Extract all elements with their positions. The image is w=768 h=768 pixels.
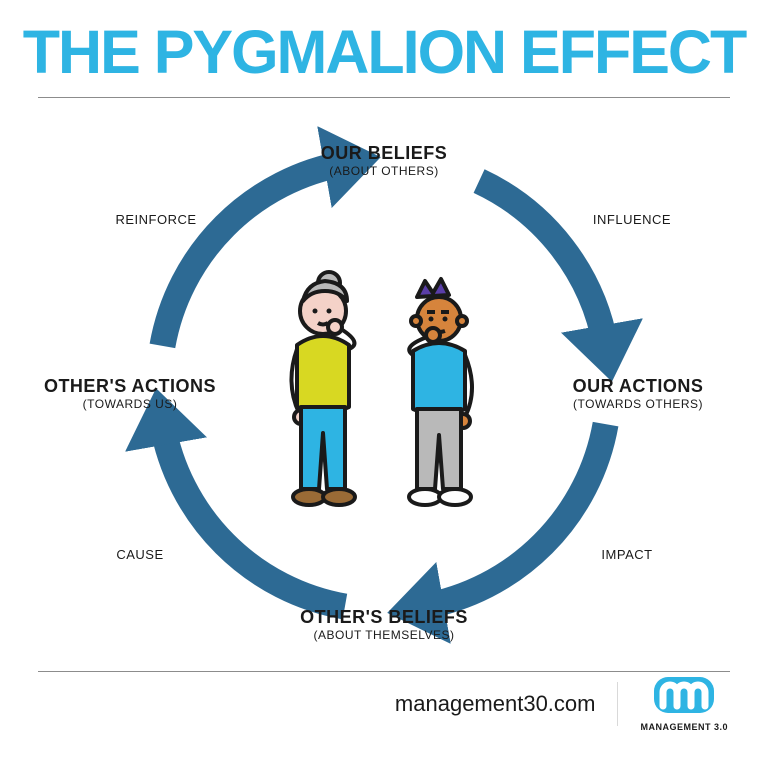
node-our-beliefs: OUR BELIEFS (ABOUT OTHERS) <box>274 144 494 178</box>
node-label: OUR BELIEFS <box>274 144 494 164</box>
m-logo-icon <box>653 676 715 716</box>
brand-label: MANAGEMENT 3.0 <box>640 722 728 732</box>
footer: management30.com MANAGEMENT 3.0 <box>395 676 728 732</box>
node-sublabel: (ABOUT OTHERS) <box>274 165 494 178</box>
node-sublabel: (TOWARDS OTHERS) <box>538 398 738 411</box>
brand-logo: MANAGEMENT 3.0 <box>640 676 728 732</box>
footer-url: management30.com <box>395 691 596 717</box>
bottom-divider <box>38 671 730 672</box>
top-divider <box>38 97 730 98</box>
edge-reinforce: REINFORCE <box>96 212 216 227</box>
node-label: OUR ACTIONS <box>538 377 738 397</box>
edge-cause: CAUSE <box>80 547 200 562</box>
node-others-beliefs: OTHER'S BELIEFS (ABOUT THEMSELVES) <box>259 608 509 642</box>
edge-influence: INFLUENCE <box>572 212 692 227</box>
node-sublabel: (TOWARDS US) <box>30 398 230 411</box>
node-others-actions: OTHER'S ACTIONS (TOWARDS US) <box>30 377 230 411</box>
node-our-actions: OUR ACTIONS (TOWARDS OTHERS) <box>538 377 738 411</box>
node-label: OTHER'S BELIEFS <box>259 608 509 628</box>
footer-separator <box>617 682 618 726</box>
node-sublabel: (ABOUT THEMSELVES) <box>259 629 509 642</box>
people-illustration <box>263 265 505 530</box>
edge-impact: IMPACT <box>567 547 687 562</box>
page-title: THE PYGMALION EFFECT <box>0 0 768 83</box>
node-label: OTHER'S ACTIONS <box>30 377 230 397</box>
